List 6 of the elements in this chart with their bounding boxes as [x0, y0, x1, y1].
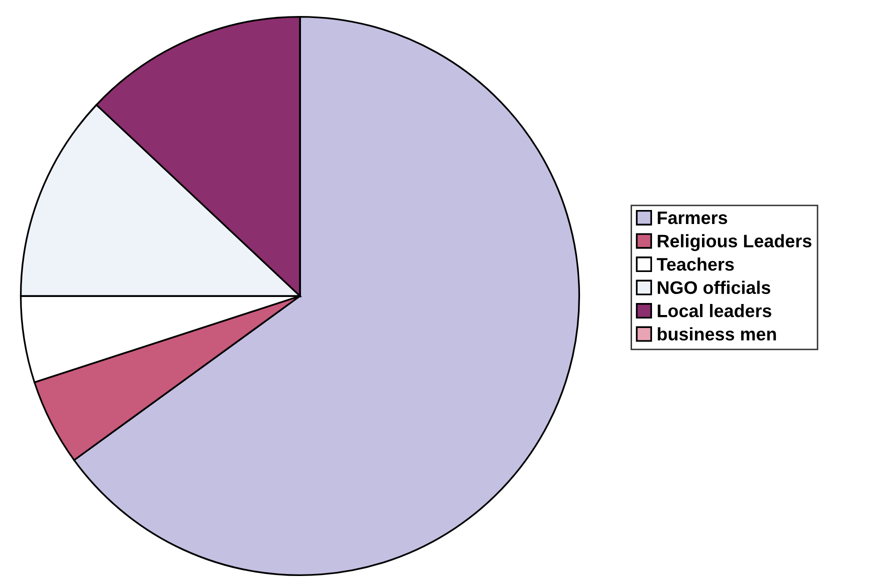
legend-label: Farmers — [658, 212, 728, 224]
legend-label: business men — [658, 327, 776, 340]
legend-label: NGO officials — [658, 280, 770, 294]
legend-label: Local leaders — [658, 304, 772, 318]
legend-label: Religious Leaders — [658, 234, 812, 252]
legend-label: Teachers — [656, 257, 734, 271]
